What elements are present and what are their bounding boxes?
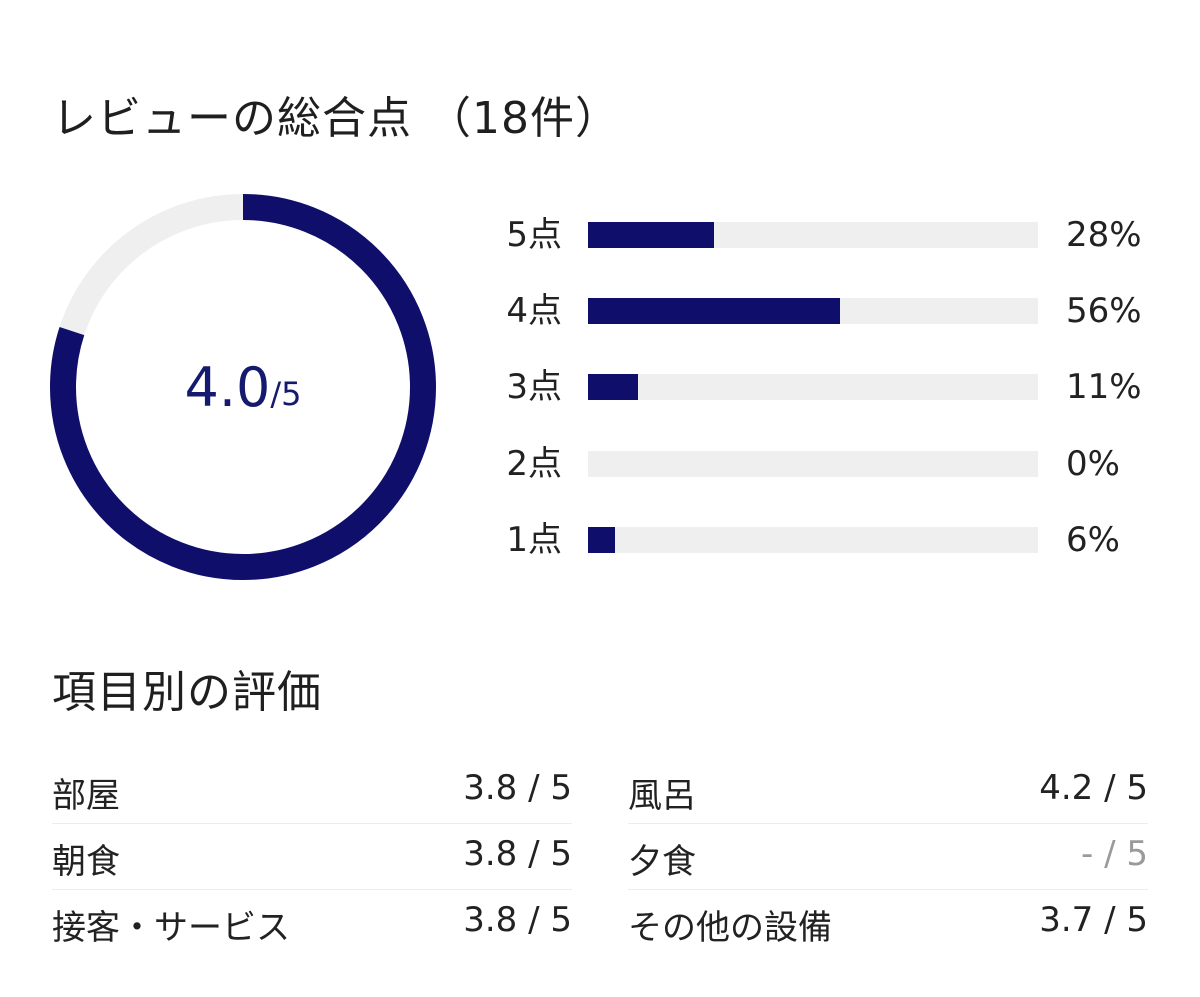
category-ratings-left: 部屋 3.8 / 5 朝食 3.8 / 5 接客・サービス 3.8 / 5 [52,758,572,956]
overall-rating-title: レビューの総合点 （18件） [52,93,620,144]
distribution-label: 2点 [506,444,562,484]
category-value: 3.8 / 5 [463,768,572,808]
category-ratings-right: 風呂 4.2 / 5 夕食 - / 5 その他の設備 3.7 / 5 [628,758,1148,956]
category-row-dinner: 夕食 - / 5 [628,824,1148,890]
distribution-bar-fill [588,527,615,553]
distribution-row-1: 1点 6% [480,520,1160,560]
category-value: - / 5 [1081,834,1148,874]
distribution-bar-fill [588,222,714,248]
category-row-breakfast: 朝食 3.8 / 5 [52,824,572,890]
overall-score-donut: 4.0/5 [50,194,436,580]
category-row-other-facilities: その他の設備 3.7 / 5 [628,890,1148,956]
category-name: 風呂 [628,776,696,816]
overall-score-max: /5 [270,375,302,413]
donut-chart [50,194,436,580]
category-value: 3.7 / 5 [1039,900,1148,940]
distribution-percent: 56% [1066,291,1142,331]
category-name: 部屋 [52,776,120,816]
category-row-bath: 風呂 4.2 / 5 [628,758,1148,824]
category-row-room: 部屋 3.8 / 5 [52,758,572,824]
distribution-percent: 28% [1066,215,1142,255]
distribution-bar-track [588,527,1038,553]
distribution-row-2: 2点 0% [480,444,1160,484]
distribution-bar-track [588,298,1038,324]
category-name: 夕食 [628,842,696,882]
distribution-label: 3点 [506,367,562,407]
distribution-bar-fill [588,374,638,400]
category-ratings-title: 項目別の評価 [52,667,322,718]
distribution-bar-fill [588,298,840,324]
donut-score-arc [50,194,436,580]
category-name: その他の設備 [628,908,832,948]
distribution-bar-track [588,374,1038,400]
category-row-service: 接客・サービス 3.8 / 5 [52,890,572,956]
category-value: 3.8 / 5 [463,900,572,940]
distribution-percent: 0% [1066,444,1120,484]
distribution-bar-track [588,222,1038,248]
distribution-percent: 6% [1066,520,1120,560]
distribution-bar-track [588,451,1038,477]
distribution-row-3: 3点 11% [480,367,1160,407]
distribution-label: 5点 [506,215,562,255]
distribution-label: 1点 [506,520,562,560]
distribution-row-5: 5点 28% [480,215,1160,255]
category-name: 朝食 [52,842,120,882]
overall-score: 4.0/5 [50,194,436,580]
category-value: 4.2 / 5 [1039,768,1148,808]
overall-score-value: 4.0 [184,355,271,419]
category-value: 3.8 / 5 [463,834,572,874]
category-name: 接客・サービス [52,908,290,948]
distribution-label: 4点 [506,291,562,331]
distribution-row-4: 4点 56% [480,291,1160,331]
distribution-percent: 11% [1066,367,1142,407]
